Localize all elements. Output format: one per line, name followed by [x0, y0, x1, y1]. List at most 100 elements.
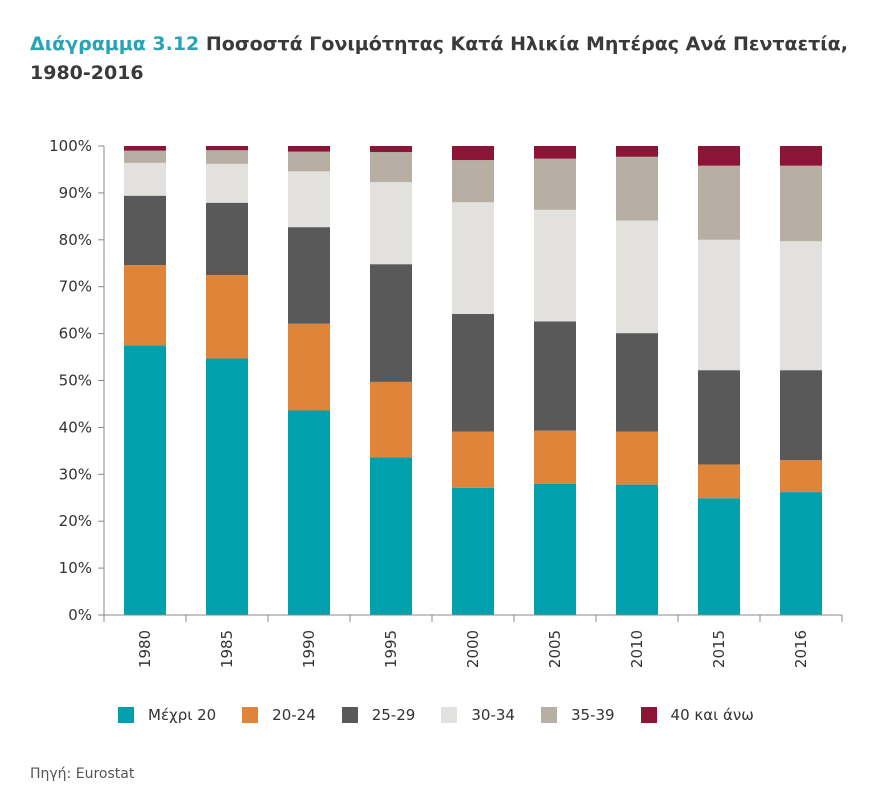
bar-segment-2015-series-5 [698, 146, 740, 166]
bar-segment-1980-series-0 [124, 345, 166, 615]
y-tick-label: 80% [59, 231, 92, 249]
bar-segment-1995-series-5 [370, 146, 412, 153]
legend-swatch [242, 707, 259, 723]
bar-segment-2005-series-5 [534, 146, 576, 159]
bar-segment-2005-series-0 [534, 483, 576, 615]
bar-stack-2016 [780, 146, 822, 615]
legend-label: 40 και άνω [670, 706, 754, 724]
legend-item: 30-34 [441, 706, 515, 724]
chart-title-text: Ποσοστά Γονιμότητας Κατά Ηλικία Μητέρας … [30, 33, 848, 84]
legend-label: 35-39 [570, 706, 615, 724]
bar-segment-2000-series-2 [452, 313, 494, 432]
bar-segment-1995-series-0 [370, 457, 412, 615]
bar-segment-2016-series-2 [780, 370, 822, 461]
bar-stack-2000 [452, 146, 494, 615]
y-tick-label: 0% [68, 606, 92, 624]
bar-segment-2010-series-2 [616, 333, 658, 432]
legend-swatch [441, 707, 458, 723]
bar-segment-2015-series-1 [698, 464, 740, 499]
y-tick-label: 30% [59, 465, 92, 483]
bars [124, 146, 822, 615]
bar-segment-1990-series-3 [288, 171, 330, 228]
bar-segment-1985-series-3 [206, 163, 248, 203]
bar-segment-2000-series-0 [452, 487, 494, 615]
legend-item: 25-29 [341, 706, 416, 724]
bar-segment-2016-series-1 [780, 460, 822, 493]
bar-stack-2010 [616, 146, 658, 615]
x-axis: 1980 1985 1990 1995 2000 2005 2010 2015 2016 [103, 614, 843, 668]
legend-label: 30-34 [471, 706, 515, 724]
bar-segment-2005-series-4 [534, 158, 576, 210]
y-tick-label: 70% [59, 278, 92, 296]
bar-segment-1990-series-2 [288, 227, 330, 324]
bar-segment-1980-series-5 [124, 146, 166, 151]
bar-segment-2010-series-0 [616, 484, 658, 615]
bar-segment-1995-series-1 [370, 381, 412, 458]
bar-segment-1990-series-1 [288, 323, 330, 411]
legend-item: 35-39 [540, 706, 615, 724]
stacked-bar-chart: 0% 10% 20% 30% 40% 50% 60% 70% 80% 90% 100% 1980 19… [49, 137, 843, 668]
bar-segment-2005-series-2 [534, 321, 576, 431]
x-tick-label: 2015 [710, 630, 728, 668]
bar-segment-1980-series-2 [124, 195, 166, 266]
bar-segment-2010-series-5 [616, 146, 658, 157]
bar-segment-1995-series-3 [370, 182, 412, 265]
legend-item: 40 και άνω [640, 706, 754, 724]
bar-stack-1995 [370, 146, 412, 615]
bar-segment-1995-series-4 [370, 152, 412, 183]
bar-segment-1990-series-5 [288, 146, 330, 152]
y-tick-label: 50% [59, 372, 92, 390]
y-tick-label: 10% [59, 559, 92, 577]
bar-segment-1990-series-4 [288, 151, 330, 172]
bar-segment-2005-series-3 [534, 209, 576, 322]
bar-segment-2016-series-5 [780, 146, 822, 166]
bar-segment-2016-series-3 [780, 241, 822, 371]
bar-segment-2015-series-0 [698, 498, 740, 615]
bar-segment-2015-series-3 [698, 239, 740, 371]
legend-swatch [118, 707, 134, 723]
bar-segment-2000-series-3 [452, 202, 494, 314]
bar-segment-1985-series-1 [206, 274, 248, 359]
legend-item: Μέχρι 20 [118, 706, 216, 724]
chart-title: Διάγραμμα 3.12 Ποσοστά Γονιμότητας Κατά … [30, 30, 850, 88]
bar-segment-1990-series-0 [288, 410, 330, 615]
bar-stack-1985 [206, 146, 248, 615]
x-tick-label: 1980 [136, 630, 154, 668]
bar-stack-1990 [288, 146, 330, 615]
chart-title-prefix: Διάγραμμα 3.12 [30, 33, 200, 55]
bar-segment-2010-series-1 [616, 431, 658, 485]
bar-stack-2015 [698, 146, 740, 615]
bar-segment-1995-series-2 [370, 264, 412, 382]
legend-swatch [540, 707, 557, 723]
bar-segment-2016-series-4 [780, 165, 822, 242]
legend-label: 20-24 [272, 706, 316, 724]
bar-segment-2000-series-5 [452, 146, 494, 161]
x-tick-label: 1995 [382, 630, 400, 668]
bar-segment-2000-series-4 [452, 160, 494, 203]
legend-label: 25-29 [371, 706, 416, 724]
x-tick-label: 1985 [218, 630, 236, 668]
x-tick-label: 1990 [300, 630, 318, 668]
bar-segment-1985-series-4 [206, 150, 248, 164]
y-tick-label: 40% [59, 418, 92, 436]
source-note: Πηγή: Eurostat [30, 766, 135, 782]
x-tick-label: 2000 [464, 630, 482, 668]
bar-segment-1980-series-1 [124, 265, 166, 346]
bar-segment-2010-series-3 [616, 220, 658, 334]
bar-segment-1985-series-5 [206, 146, 248, 151]
bar-stack-1980 [124, 146, 166, 615]
x-tick-label: 2016 [792, 630, 810, 668]
bar-segment-2015-series-2 [698, 370, 740, 465]
y-tick-label: 60% [59, 325, 92, 343]
y-tick-label: 90% [59, 184, 92, 202]
legend-swatch [640, 707, 657, 723]
legend-item: 20-24 [242, 706, 316, 724]
bar-segment-1980-series-3 [124, 162, 166, 196]
bar-segment-2016-series-0 [780, 492, 822, 615]
y-tick-label: 20% [59, 512, 92, 530]
bar-segment-2000-series-1 [452, 431, 494, 488]
y-tick-label: 100% [49, 137, 92, 155]
bar-segment-1985-series-2 [206, 202, 248, 275]
y-axis: 0% 10% 20% 30% 40% 50% 60% 70% 80% 90% 100% [49, 137, 105, 624]
bar-stack-2005 [534, 146, 576, 615]
